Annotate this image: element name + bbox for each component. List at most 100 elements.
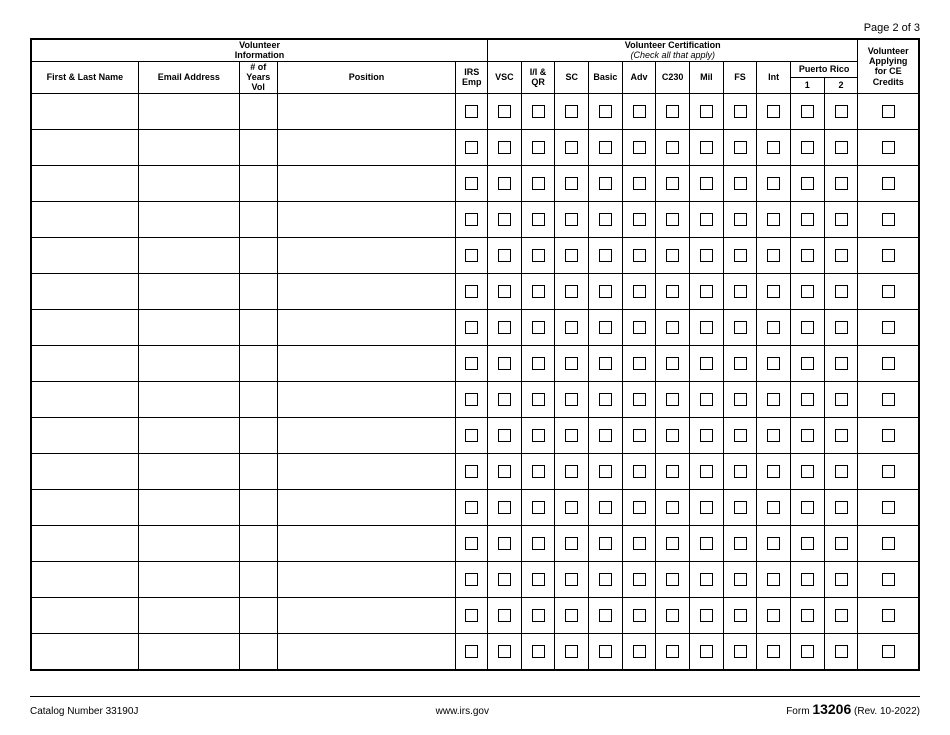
checkbox-cell[interactable] (589, 489, 623, 525)
checkbox-icon[interactable] (498, 393, 511, 406)
checkbox-icon[interactable] (599, 501, 612, 514)
checkbox-icon[interactable] (666, 249, 679, 262)
checkbox-cell[interactable] (824, 489, 858, 525)
checkbox-icon[interactable] (498, 321, 511, 334)
checkbox-icon[interactable] (599, 285, 612, 298)
checkbox-cell[interactable] (521, 165, 555, 201)
checkbox-icon[interactable] (700, 537, 713, 550)
checkbox-cell[interactable] (521, 201, 555, 237)
checkbox-icon[interactable] (532, 177, 545, 190)
checkbox-icon[interactable] (882, 393, 895, 406)
checkbox-cell[interactable] (757, 453, 791, 489)
checkbox-cell[interactable] (656, 417, 690, 453)
checkbox-cell[interactable] (555, 417, 589, 453)
checkbox-cell[interactable] (521, 345, 555, 381)
checkbox-icon[interactable] (835, 537, 848, 550)
checkbox-cell[interactable] (723, 165, 757, 201)
checkbox-cell[interactable] (690, 165, 724, 201)
blank-cell[interactable] (277, 345, 456, 381)
checkbox-cell[interactable] (824, 633, 858, 670)
checkbox-icon[interactable] (734, 285, 747, 298)
checkbox-cell[interactable] (757, 489, 791, 525)
checkbox-icon[interactable] (532, 105, 545, 118)
checkbox-cell[interactable] (456, 165, 488, 201)
checkbox-icon[interactable] (801, 393, 814, 406)
checkbox-cell[interactable] (488, 201, 522, 237)
checkbox-cell[interactable] (690, 489, 724, 525)
checkbox-cell[interactable] (790, 561, 824, 597)
blank-cell[interactable] (277, 273, 456, 309)
checkbox-icon[interactable] (465, 537, 478, 550)
checkbox-cell[interactable] (757, 273, 791, 309)
checkbox-icon[interactable] (465, 285, 478, 298)
checkbox-cell[interactable] (456, 309, 488, 345)
checkbox-cell[interactable] (858, 201, 919, 237)
checkbox-icon[interactable] (666, 105, 679, 118)
checkbox-icon[interactable] (666, 609, 679, 622)
checkbox-cell[interactable] (555, 165, 589, 201)
checkbox-icon[interactable] (565, 177, 578, 190)
checkbox-cell[interactable] (858, 381, 919, 417)
checkbox-icon[interactable] (565, 429, 578, 442)
checkbox-icon[interactable] (565, 285, 578, 298)
checkbox-cell[interactable] (589, 93, 623, 129)
checkbox-cell[interactable] (521, 453, 555, 489)
checkbox-cell[interactable] (858, 309, 919, 345)
checkbox-cell[interactable] (690, 93, 724, 129)
checkbox-icon[interactable] (835, 285, 848, 298)
checkbox-icon[interactable] (767, 249, 780, 262)
checkbox-icon[interactable] (498, 573, 511, 586)
checkbox-cell[interactable] (555, 237, 589, 273)
checkbox-icon[interactable] (801, 177, 814, 190)
checkbox-icon[interactable] (532, 141, 545, 154)
checkbox-cell[interactable] (656, 597, 690, 633)
checkbox-icon[interactable] (633, 285, 646, 298)
checkbox-icon[interactable] (767, 105, 780, 118)
checkbox-icon[interactable] (767, 609, 780, 622)
checkbox-cell[interactable] (622, 237, 656, 273)
checkbox-icon[interactable] (767, 645, 780, 658)
blank-cell[interactable] (138, 525, 239, 561)
checkbox-icon[interactable] (801, 357, 814, 370)
checkbox-icon[interactable] (633, 393, 646, 406)
checkbox-icon[interactable] (801, 501, 814, 514)
checkbox-cell[interactable] (858, 93, 919, 129)
checkbox-icon[interactable] (599, 177, 612, 190)
checkbox-icon[interactable] (666, 213, 679, 226)
checkbox-cell[interactable] (555, 129, 589, 165)
checkbox-cell[interactable] (622, 309, 656, 345)
checkbox-cell[interactable] (622, 345, 656, 381)
checkbox-cell[interactable] (757, 345, 791, 381)
checkbox-cell[interactable] (589, 345, 623, 381)
checkbox-icon[interactable] (835, 393, 848, 406)
checkbox-cell[interactable] (488, 309, 522, 345)
checkbox-icon[interactable] (565, 501, 578, 514)
checkbox-cell[interactable] (521, 633, 555, 670)
checkbox-cell[interactable] (690, 633, 724, 670)
checkbox-cell[interactable] (521, 273, 555, 309)
checkbox-cell[interactable] (456, 237, 488, 273)
checkbox-icon[interactable] (882, 609, 895, 622)
checkbox-icon[interactable] (767, 141, 780, 154)
checkbox-cell[interactable] (555, 525, 589, 561)
checkbox-icon[interactable] (565, 141, 578, 154)
checkbox-cell[interactable] (656, 345, 690, 381)
blank-cell[interactable] (138, 165, 239, 201)
blank-cell[interactable] (239, 489, 277, 525)
checkbox-icon[interactable] (835, 177, 848, 190)
checkbox-cell[interactable] (757, 561, 791, 597)
checkbox-cell[interactable] (521, 597, 555, 633)
checkbox-icon[interactable] (465, 213, 478, 226)
checkbox-icon[interactable] (498, 501, 511, 514)
checkbox-icon[interactable] (801, 213, 814, 226)
checkbox-icon[interactable] (767, 213, 780, 226)
checkbox-cell[interactable] (757, 417, 791, 453)
checkbox-icon[interactable] (498, 429, 511, 442)
checkbox-cell[interactable] (723, 309, 757, 345)
checkbox-cell[interactable] (723, 93, 757, 129)
blank-cell[interactable] (31, 93, 138, 129)
blank-cell[interactable] (277, 489, 456, 525)
blank-cell[interactable] (138, 129, 239, 165)
checkbox-cell[interactable] (589, 417, 623, 453)
checkbox-icon[interactable] (565, 213, 578, 226)
